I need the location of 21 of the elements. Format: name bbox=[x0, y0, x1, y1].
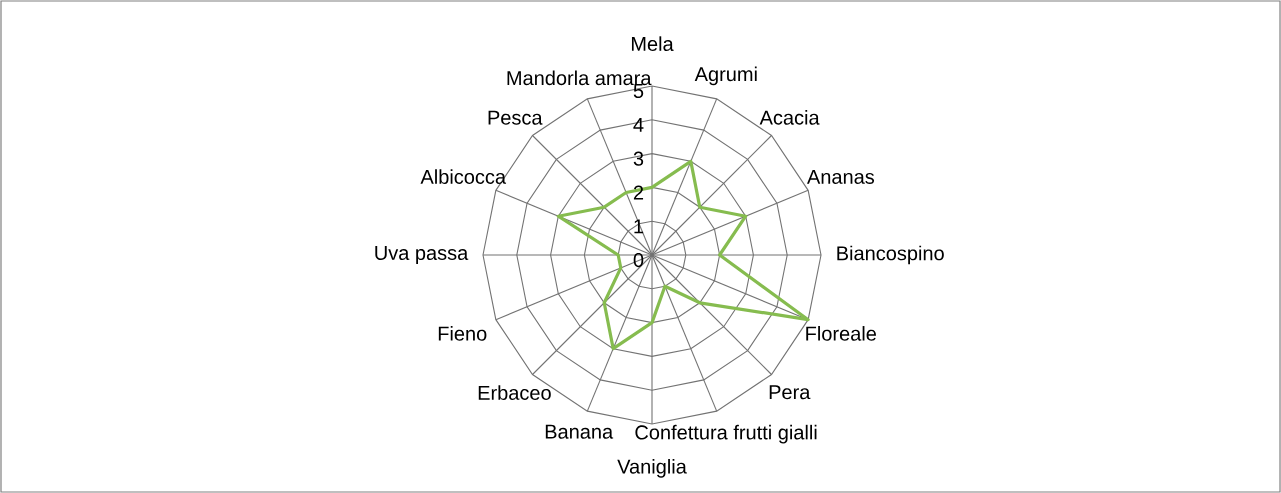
spoke-label: Mandorla amara bbox=[507, 70, 652, 86]
y-tick-label: 1 bbox=[634, 219, 644, 234]
y-tick-label: 3 bbox=[633, 151, 644, 166]
spoke-label: Fieno bbox=[438, 326, 487, 341]
spoke-label: Pesca bbox=[488, 110, 543, 125]
spoke-label: Floreale bbox=[806, 326, 876, 341]
spoke-label: Erbaceo bbox=[478, 385, 551, 400]
spoke-label: Agrumi bbox=[694, 66, 757, 86]
spoke-label: Vaniglia bbox=[617, 458, 687, 478]
y-tick-label: 4 bbox=[633, 117, 644, 132]
spoke-label: Ananas bbox=[807, 169, 875, 184]
spoke-label: Uva passa bbox=[375, 246, 469, 264]
spoke-label: Albicocca bbox=[420, 169, 507, 184]
spoke-label: Acacia bbox=[759, 110, 820, 125]
spoke-label: Pera bbox=[769, 385, 811, 400]
spoke-label: Biancospino bbox=[837, 245, 944, 265]
spoke-label: Banana bbox=[545, 424, 614, 439]
spoke-label: Mela bbox=[631, 36, 674, 52]
y-tick-label: 0 bbox=[633, 252, 644, 268]
spoke-label: Confettura frutti gialli bbox=[635, 424, 817, 444]
y-tick-label: 5 bbox=[633, 84, 644, 99]
